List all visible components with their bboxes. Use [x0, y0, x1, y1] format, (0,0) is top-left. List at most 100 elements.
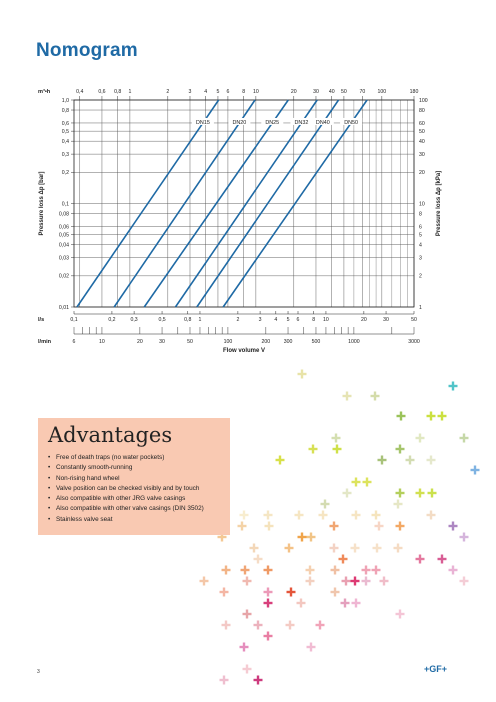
decorative-cross-bar — [333, 565, 337, 575]
decorative-cross-bar — [266, 565, 270, 575]
decorative-cross-bar — [222, 675, 226, 685]
decorative-cross-bar — [243, 565, 247, 575]
decorative-cross-bar — [321, 510, 325, 520]
decorative-cross-bar — [345, 488, 349, 498]
decorative-cross-bar — [399, 411, 403, 421]
series-label-dn20: DN20 — [232, 120, 246, 126]
y-right-tick-label: 8 — [419, 211, 422, 217]
x-bottom-tick-label: 3000 — [408, 339, 420, 345]
advantage-item: Free of death traps (no water pockets) — [48, 453, 204, 463]
x-top-tick-label: 40 — [329, 89, 335, 95]
x-mid-tick-label: 5 — [287, 317, 290, 323]
x-bottom-unit: l/min — [38, 339, 52, 345]
decorative-cross-bar — [300, 369, 304, 379]
decorative-cross-bar — [429, 411, 433, 421]
decorative-cross-bar — [341, 554, 345, 564]
x-top-tick-label: 0,8 — [114, 89, 121, 95]
decorative-cross-bar — [353, 576, 357, 586]
decorative-cross-bar — [375, 543, 379, 553]
decorative-cross-bar — [374, 510, 378, 520]
y-left-tick-label: 0,04 — [59, 242, 69, 248]
decorative-cross-bar — [374, 565, 378, 575]
x-mid-unit: l/s — [38, 317, 44, 323]
decorative-cross-bar — [382, 576, 386, 586]
advantage-item: Valve position can be checked visibly an… — [48, 484, 204, 494]
decorative-cross-bar — [224, 620, 228, 630]
y-right-tick-label: 5 — [419, 232, 422, 238]
decorative-cross-bar — [345, 391, 349, 401]
y-right-tick-label: 20 — [419, 170, 425, 176]
y-left-tick-label: 0,03 — [59, 255, 69, 261]
y-left-tick-label: 0,4 — [62, 139, 69, 145]
decorative-cross-bar — [373, 391, 377, 401]
decorative-cross-bar — [398, 488, 402, 498]
x-mid-tick-label: 0,2 — [108, 317, 115, 323]
series-line-dn25 — [143, 99, 289, 308]
x-mid-tick-label: 0,8 — [184, 317, 191, 323]
decorative-cross-bar — [288, 620, 292, 630]
x-top-tick-label: 1 — [128, 89, 131, 95]
decorative-cross-bar — [256, 675, 260, 685]
x-top-tick-label: 70 — [359, 89, 365, 95]
decorative-cross-bar — [300, 532, 304, 542]
x-mid-tick-label: 4 — [274, 317, 277, 323]
decorative-cross-bar — [344, 576, 348, 586]
series-label-bg — [228, 117, 251, 125]
decorative-cross-bar — [418, 433, 422, 443]
x-top-tick-label: 3 — [189, 89, 192, 95]
decorative-cross-bar — [396, 499, 400, 509]
decorative-cross-bar — [408, 455, 412, 465]
decorative-cross-bar — [398, 609, 402, 619]
series-label-dn15: DN15 — [196, 120, 210, 126]
x-top-tick-label: 180 — [410, 89, 419, 95]
advantage-item: Constantly smooth-running — [48, 463, 204, 473]
y-left-tick-label: 0,5 — [62, 129, 69, 135]
decorative-cross-bar — [353, 543, 357, 553]
x-mid-tick-label: 20 — [361, 317, 367, 323]
y-right-tick-label: 1 — [419, 305, 422, 311]
decorative-cross-bar — [429, 455, 433, 465]
series-label-dn50: DN50 — [344, 120, 358, 126]
x-bottom-tick-label: 50 — [187, 339, 193, 345]
series-label-bg — [311, 117, 334, 125]
x-bottom-tick-label: 500 — [312, 339, 321, 345]
y-left-tick-label: 0,05 — [59, 232, 69, 238]
y-left-axis-title: Pressure loss Δp [bar] — [39, 171, 45, 235]
y-left-tick-label: 0,06 — [59, 224, 69, 230]
y-left-tick-label: 0,6 — [62, 121, 69, 127]
x-mid-tick-label: 50 — [411, 317, 417, 323]
x-top-tick-label: 100 — [378, 89, 387, 95]
series-label-bg — [340, 117, 363, 125]
y-right-tick-label: 80 — [419, 108, 425, 114]
decorative-cross-bar — [299, 598, 303, 608]
decorative-cross-bar — [245, 576, 249, 586]
decorative-cross-bar — [364, 565, 368, 575]
y-left-tick-label: 1,0 — [62, 98, 69, 104]
series-line-dn50 — [222, 99, 368, 308]
decorative-cross-bar — [451, 565, 455, 575]
x-mid-tick-label: 0,5 — [158, 317, 165, 323]
x-top-tick-label: 6 — [226, 89, 229, 95]
decorative-cross-bar — [287, 543, 291, 553]
page-number: 3 — [37, 669, 40, 675]
advantage-item: Stainless valve seat — [48, 515, 204, 525]
decorative-cross-bar — [222, 587, 226, 597]
decorative-cross-bar — [311, 444, 315, 454]
page-title: Nomogram — [36, 40, 138, 61]
x-top-tick-label: 2 — [166, 89, 169, 95]
decorative-cross-bar — [364, 576, 368, 586]
series-label-dn32: DN32 — [295, 120, 309, 126]
decorative-cross-bar — [245, 609, 249, 619]
decorative-cross-bar — [380, 455, 384, 465]
x-mid-tick-label: 3 — [259, 317, 262, 323]
series-line-dn32 — [174, 99, 318, 308]
x-top-unit: m³•h — [38, 88, 51, 95]
decorative-cross-bar — [451, 521, 455, 531]
x-bottom-tick-label: 20 — [137, 339, 143, 345]
decorative-cross-bar — [396, 543, 400, 553]
decorative-cross-bar — [440, 411, 444, 421]
x-top-tick-label: 30 — [313, 89, 319, 95]
x-top-tick-label: 10 — [253, 89, 259, 95]
decorative-cross-bar — [473, 465, 477, 475]
